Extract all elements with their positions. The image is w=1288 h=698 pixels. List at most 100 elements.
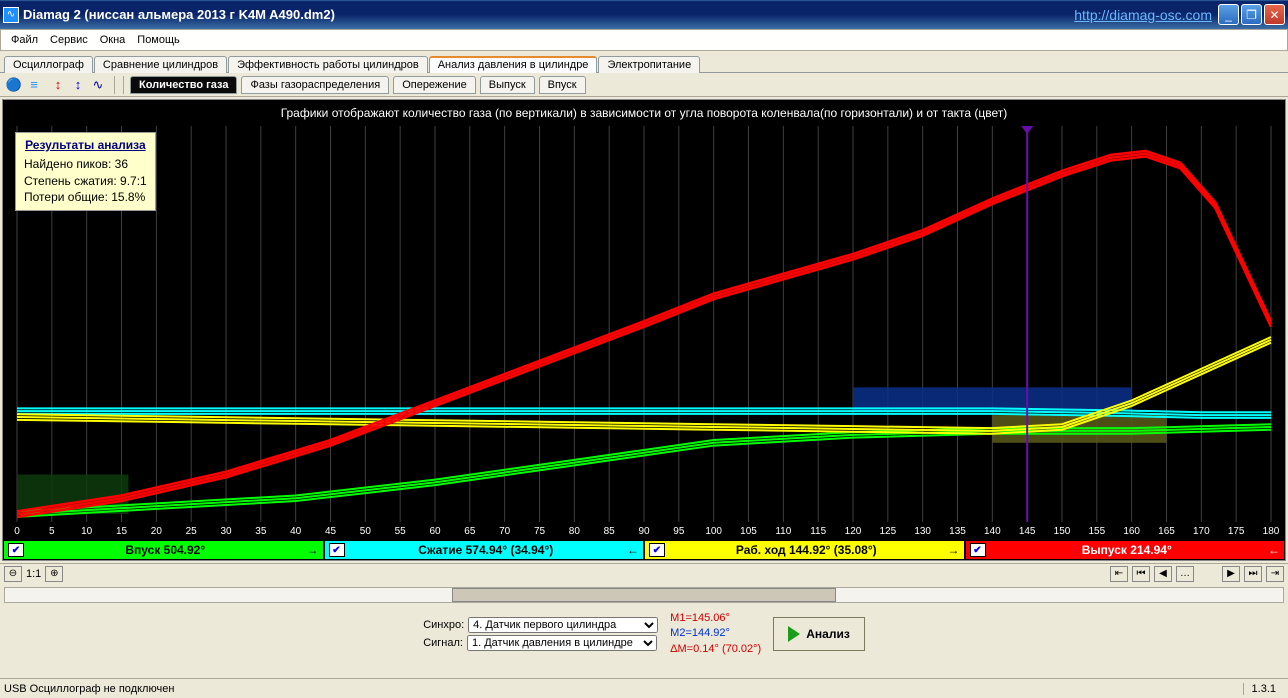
nav-prev-fast-button[interactable]: ⏮	[1132, 566, 1150, 582]
stroke-label: Раб. ход 144.92° (35.08°)	[669, 543, 944, 557]
nav-last-button[interactable]: ⇥	[1266, 566, 1284, 582]
subtab-intake[interactable]: Впуск	[539, 76, 586, 94]
svg-text:90: 90	[638, 526, 650, 537]
svg-text:0: 0	[14, 526, 20, 537]
minimize-button[interactable]: _	[1218, 4, 1239, 25]
main-tabs: Осциллограф Сравнение цилиндров Эффектив…	[0, 51, 1288, 73]
chart-svg: 0510152025303540455055606570758085909510…	[3, 126, 1285, 540]
stroke-checkbox[interactable]: ✔	[8, 543, 24, 557]
results-losses: Потери общие: 15.8%	[24, 189, 147, 206]
stroke-checkbox[interactable]: ✔	[970, 543, 986, 557]
h-scrollbar[interactable]	[4, 587, 1284, 603]
svg-text:140: 140	[984, 526, 1001, 537]
marker-readouts: M1=145.06° M2=144.92° ΔM=0.14° (70.02°)	[670, 611, 761, 657]
svg-text:55: 55	[395, 526, 407, 537]
signal-select[interactable]: 1. Датчик давления в цилиндре	[467, 635, 657, 651]
tab-compare[interactable]: Сравнение цилиндров	[94, 56, 227, 73]
brand-url[interactable]: http://diamag-osc.com	[1074, 7, 1212, 23]
svg-text:165: 165	[1158, 526, 1175, 537]
stroke-segment[interactable]: ✔ Сжатие 574.94° (34.94°)←	[324, 540, 645, 560]
subtab-advance[interactable]: Опережение	[393, 76, 476, 94]
results-ratio: Степень сжатия: 9.7:1	[24, 173, 147, 190]
svg-text:115: 115	[810, 526, 826, 537]
svg-text:35: 35	[255, 526, 267, 537]
results-panel: Результаты анализа Найдено пиков: 36 Сте…	[15, 132, 156, 211]
stroke-checkbox[interactable]: ✔	[649, 543, 665, 557]
menu-help[interactable]: Помощь	[131, 32, 186, 48]
version-text: 1.3.1	[1243, 683, 1284, 695]
nav-prev-button[interactable]: ◀	[1154, 566, 1172, 582]
auto2-icon[interactable]: ↕	[68, 75, 88, 93]
nav-menu-button[interactable]: …	[1176, 566, 1194, 582]
stroke-checkbox[interactable]: ✔	[329, 543, 345, 557]
subtab-gas[interactable]: Количество газа	[130, 76, 237, 94]
svg-text:25: 25	[186, 526, 198, 537]
svg-text:125: 125	[879, 526, 896, 537]
toolbar: 🔵≡↕↕∿ Количество газа Фазы газораспредел…	[0, 73, 1288, 97]
sync-select[interactable]: 4. Датчик первого цилиндра	[468, 617, 658, 633]
menu-service[interactable]: Сервис	[44, 32, 94, 48]
zoom-row: ⊖ 1:1 ⊕ ⇤ ⏮ ◀ … ▶ ⏭ ⇥	[0, 563, 1288, 583]
svg-text:45: 45	[325, 526, 337, 537]
stroke-label: Впуск 504.92°	[28, 543, 303, 557]
analyze-button[interactable]: Анализ	[773, 617, 865, 651]
svg-text:40: 40	[290, 526, 302, 537]
svg-text:180: 180	[1263, 526, 1280, 537]
nav-next-fast-button[interactable]: ⏭	[1244, 566, 1262, 582]
nav-first-button[interactable]: ⇤	[1110, 566, 1128, 582]
stroke-segment[interactable]: ✔ Выпуск 214.94°←	[965, 540, 1286, 560]
app-icon: ∿	[3, 7, 19, 23]
svg-text:15: 15	[116, 526, 128, 537]
marker-m1: M1=145.06°	[670, 611, 761, 626]
auto1-icon[interactable]: ↕	[48, 75, 68, 93]
stroke-segment[interactable]: ✔Впуск 504.92°→	[3, 540, 324, 560]
menu-windows[interactable]: Окна	[94, 32, 132, 48]
chart-area[interactable]: Графики отображают количество газа (по в…	[2, 99, 1286, 561]
svg-text:5: 5	[49, 526, 55, 537]
wave-icon[interactable]: ∿	[88, 76, 108, 94]
svg-text:10: 10	[81, 526, 93, 537]
tab-pressure[interactable]: Анализ давления в цилиндре	[429, 56, 598, 73]
arrow-icon: ←	[1264, 543, 1284, 557]
maximize-button[interactable]: ❐	[1241, 4, 1262, 25]
svg-text:155: 155	[1088, 526, 1105, 537]
titlebar: ∿ Diamag 2 (ниссан альмера 2013 г K4M A4…	[0, 0, 1288, 29]
zoom-in-button[interactable]: ⊕	[45, 566, 63, 582]
menubar: Файл Сервис Окна Помощь	[0, 29, 1288, 51]
marker-m2: M2=144.92°	[670, 626, 761, 641]
arrow-icon: →	[944, 543, 964, 557]
stroke-label: Сжатие 574.94° (34.94°)	[349, 543, 624, 557]
cyl1-icon[interactable]: 🔵	[4, 76, 24, 94]
svg-text:85: 85	[604, 526, 616, 537]
svg-text:60: 60	[429, 526, 441, 537]
close-button[interactable]: ✕	[1264, 4, 1285, 25]
nav-next-button[interactable]: ▶	[1222, 566, 1240, 582]
svg-text:145: 145	[1019, 526, 1036, 537]
marker-dm: ΔM=0.14° (70.02°)	[670, 642, 761, 657]
svg-text:135: 135	[949, 526, 966, 537]
svg-text:20: 20	[151, 526, 163, 537]
subtab-phases[interactable]: Фазы газораспределения	[241, 76, 389, 94]
svg-text:50: 50	[360, 526, 372, 537]
menu-file[interactable]: Файл	[5, 32, 44, 48]
svg-text:100: 100	[705, 526, 722, 537]
window-title: Diamag 2 (ниссан альмера 2013 г K4M A490…	[23, 7, 1074, 22]
sync-label: Синхро:	[423, 619, 464, 631]
svg-text:110: 110	[775, 526, 791, 537]
stroke-segment[interactable]: ✔ Раб. ход 144.92° (35.08°)→	[644, 540, 965, 560]
cyl1234-icon[interactable]: ≡	[24, 75, 44, 93]
tab-power[interactable]: Электропитание	[598, 56, 700, 73]
svg-text:80: 80	[569, 526, 581, 537]
stroke-label: Выпуск 214.94°	[990, 543, 1265, 557]
arrow-icon: ←	[623, 543, 643, 557]
zoom-out-button[interactable]: ⊖	[4, 566, 22, 582]
tab-efficiency[interactable]: Эффективность работы цилиндров	[228, 56, 428, 73]
svg-text:75: 75	[534, 526, 546, 537]
analyze-label: Анализ	[806, 627, 850, 641]
h-scrollbar-thumb[interactable]	[452, 588, 835, 602]
svg-text:160: 160	[1123, 526, 1140, 537]
svg-text:65: 65	[464, 526, 476, 537]
results-peaks: Найдено пиков: 36	[24, 156, 147, 173]
subtab-exhaust[interactable]: Выпуск	[480, 76, 535, 94]
tab-oscilloscope[interactable]: Осциллограф	[4, 56, 93, 73]
